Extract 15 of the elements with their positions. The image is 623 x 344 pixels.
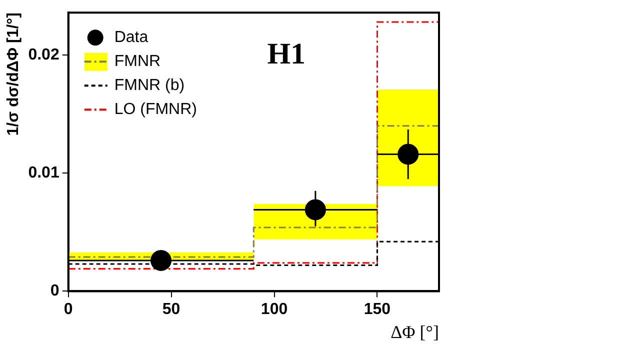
legend-label: Data [114,29,148,46]
y-tick-label: 0 [50,282,60,300]
legend-label: FMNR [114,53,161,70]
annotation: H1 [267,37,306,70]
x-tick-label: 100 [260,301,288,318]
x-tick-label: 150 [364,301,391,318]
y-tick-label: 0.01 [28,164,60,182]
legend-label: LO (FMNR) [114,101,197,118]
y-axis-title: 1/σ dσ/dΔΦ [1/°] [5,12,22,136]
point [150,250,172,272]
x-tick-label: 0 [64,301,73,318]
x-tick-label: 50 [162,301,180,318]
x-axis-title: ΔΦ [°] [390,322,439,342]
legend-label: FMNR (b) [114,77,185,94]
y-tick-label: 0.02 [28,46,60,64]
